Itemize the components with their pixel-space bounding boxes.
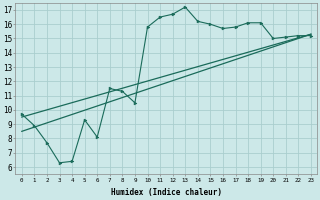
- X-axis label: Humidex (Indice chaleur): Humidex (Indice chaleur): [111, 188, 222, 197]
